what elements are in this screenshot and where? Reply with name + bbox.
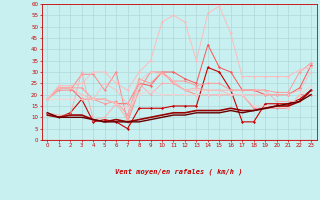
X-axis label: Vent moyen/en rafales ( km/h ): Vent moyen/en rafales ( km/h ): [116, 168, 243, 175]
